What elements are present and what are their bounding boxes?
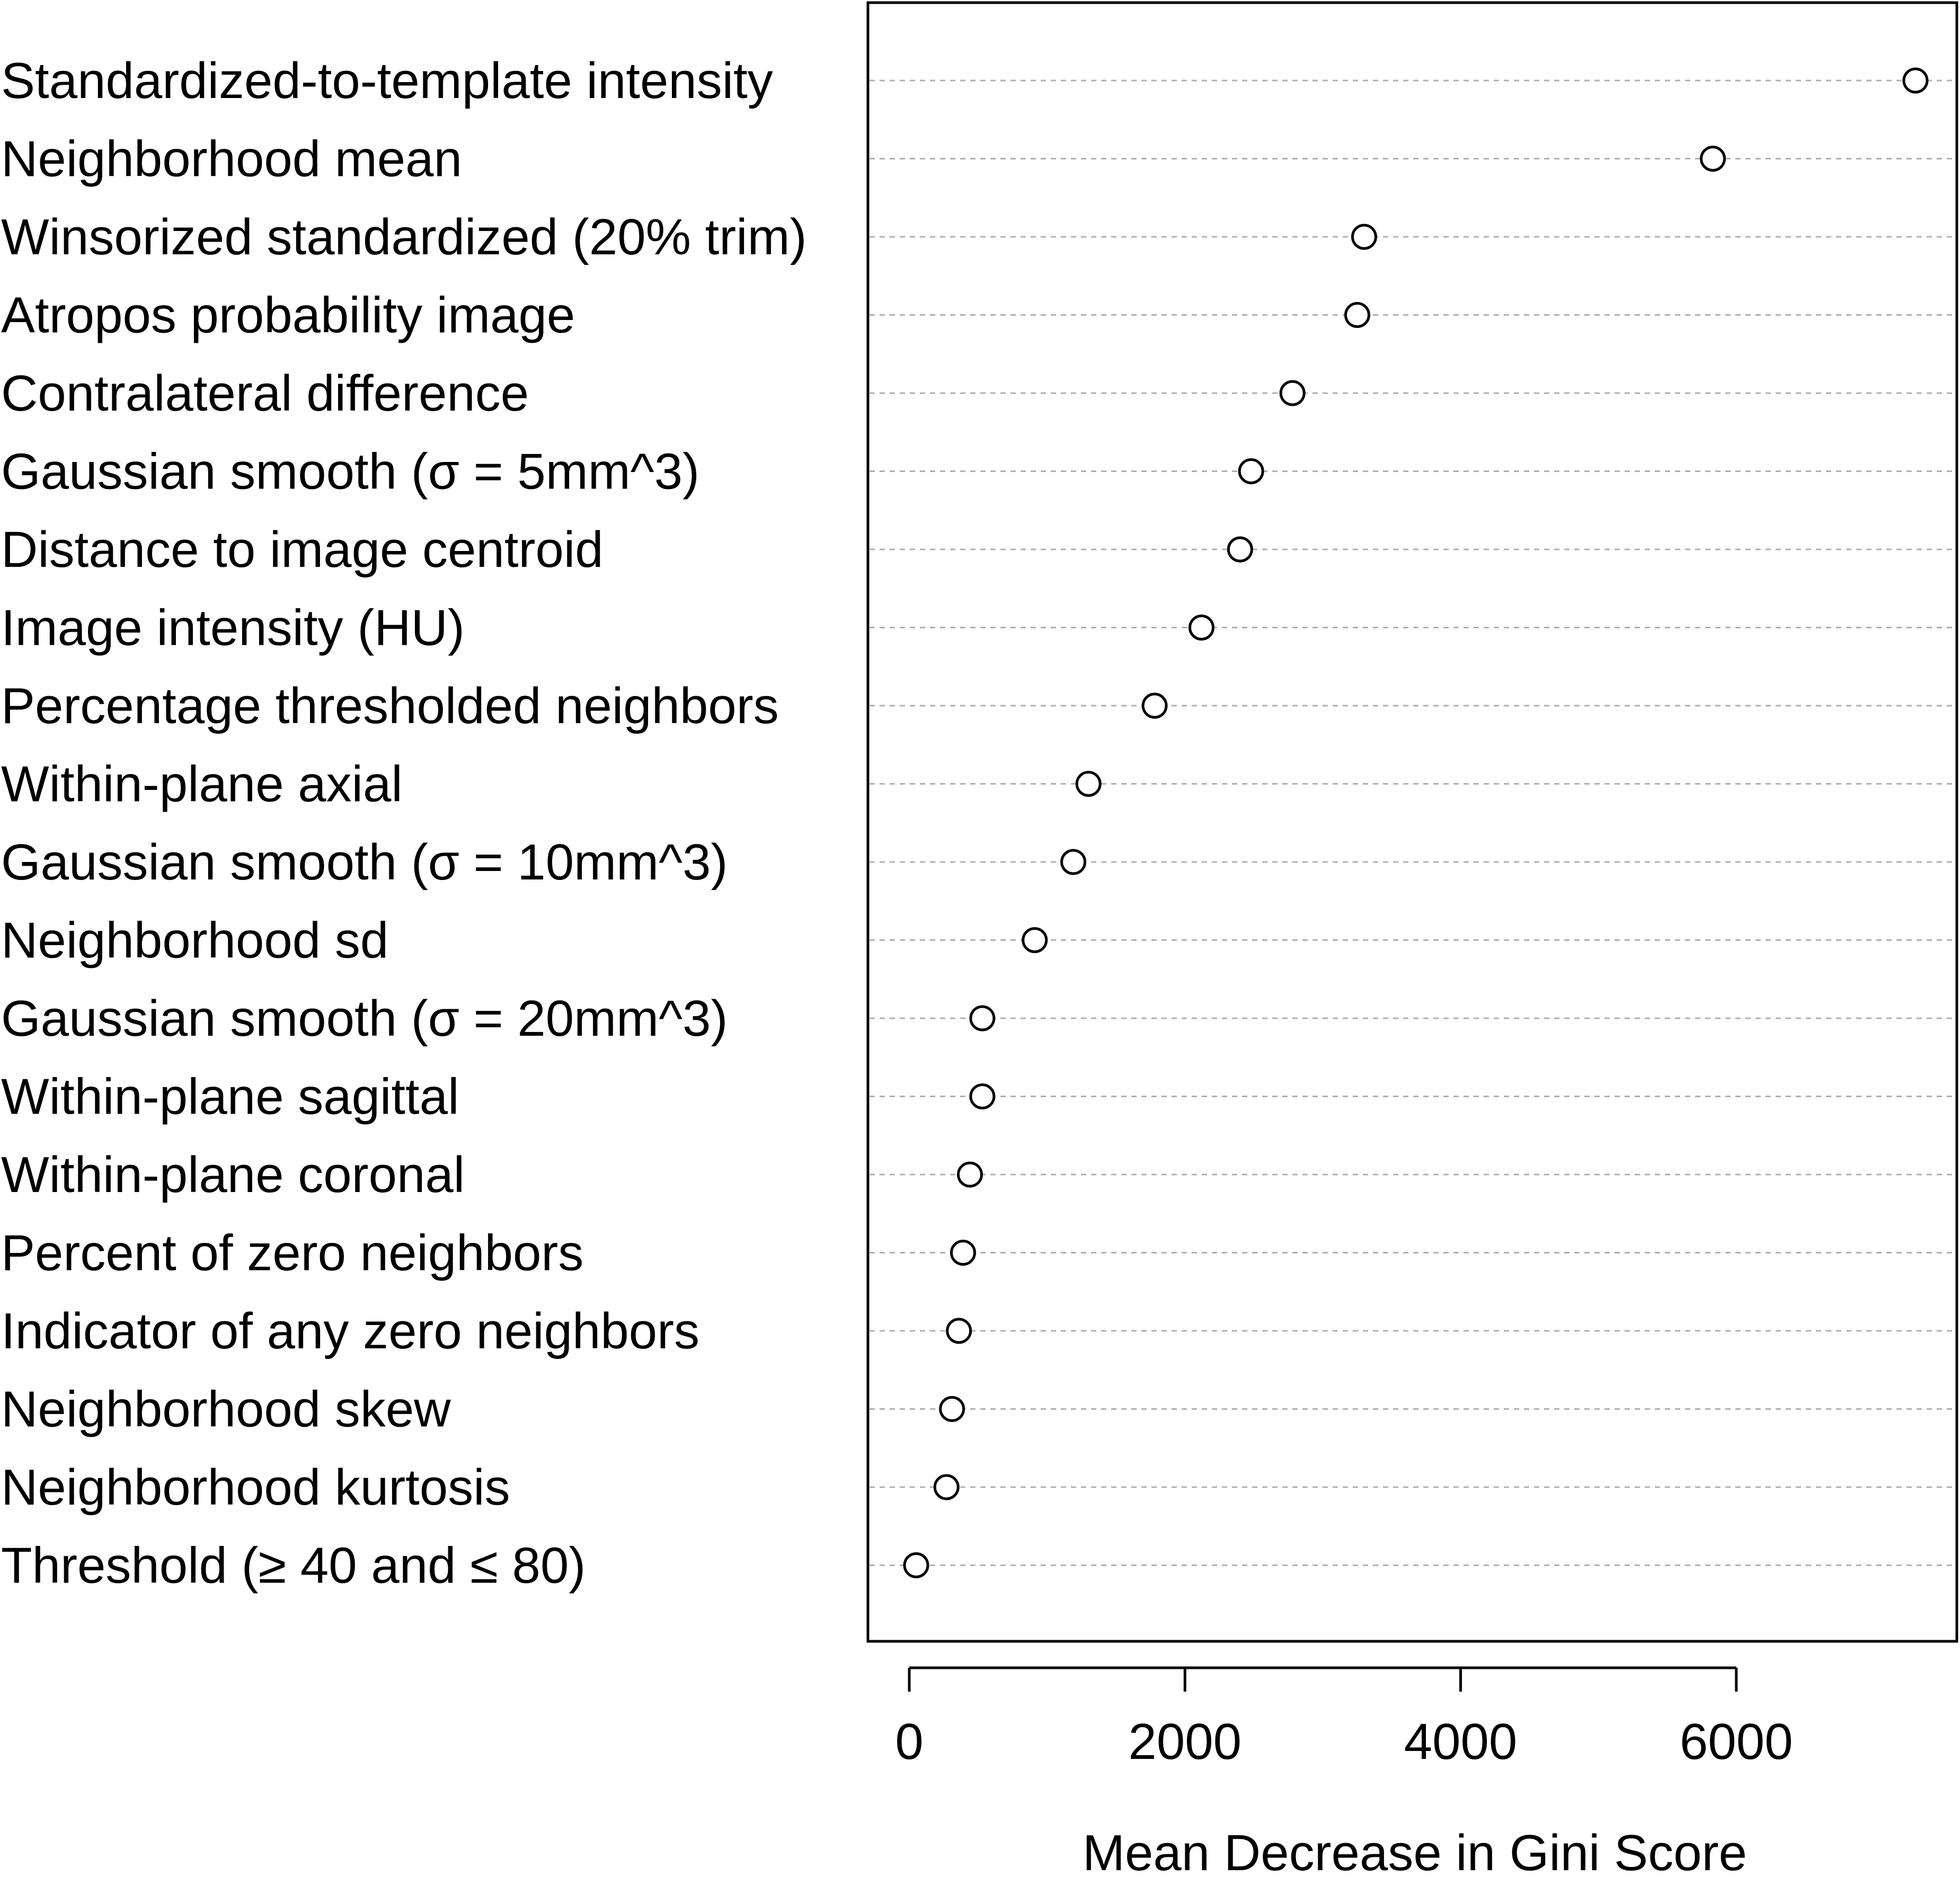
data-point — [950, 1240, 976, 1266]
data-point — [1238, 458, 1264, 484]
category-label: Atropos probability image — [1, 287, 575, 344]
data-point — [1700, 146, 1726, 172]
category-labels: Standardized-to-template intensity Neighb… — [1, 52, 807, 1594]
category-label: Indicator of any zero neighbors — [1, 1303, 699, 1359]
data-point — [1060, 849, 1087, 875]
category-label: Neighborhood sd — [1, 912, 388, 969]
category-label: Contralateral difference — [1, 365, 529, 422]
data-point — [939, 1396, 965, 1422]
data-point — [1189, 615, 1215, 641]
category-label: Within-plane coronal — [1, 1146, 465, 1203]
x-axis-title: Mean Decrease in Gini Score — [1083, 1825, 1747, 1881]
x-tick-label: 0 — [895, 1713, 923, 1770]
category-label: Gaussian smooth (σ = 20mm^3) — [1, 990, 728, 1047]
data-point — [1902, 67, 1929, 94]
data-point — [946, 1318, 972, 1344]
x-tick-label: 2000 — [1129, 1713, 1242, 1770]
category-label: Neighborhood skew — [1, 1381, 451, 1438]
data-point — [1022, 927, 1048, 953]
data-point — [933, 1474, 960, 1500]
data-point — [903, 1552, 929, 1578]
category-label: Gaussian smooth (σ = 5mm^3) — [1, 443, 699, 500]
data-point — [1141, 692, 1168, 719]
data-point — [1075, 771, 1102, 797]
x-axis: 0 2000 4000 6000 — [895, 1666, 1793, 1770]
category-label: Winsorized standardized (20% trim) — [1, 209, 807, 265]
gridlines — [870, 79, 1955, 1566]
data-point — [956, 1161, 983, 1188]
data-point — [1344, 302, 1370, 328]
data-point — [1227, 536, 1253, 563]
category-label: Threshold (≥ 40 and ≤ 80) — [1, 1537, 586, 1594]
data-point — [969, 1083, 996, 1109]
x-tick-label: 6000 — [1680, 1713, 1793, 1770]
data-point — [1279, 380, 1306, 406]
x-tick-label: 4000 — [1404, 1713, 1518, 1770]
data-point — [1351, 224, 1377, 250]
category-label: Neighborhood kurtosis — [1, 1459, 510, 1516]
data-point — [969, 1005, 996, 1032]
category-label: Within-plane axial — [1, 756, 403, 813]
category-label: Percentage thresholded neighbors — [1, 678, 779, 734]
category-label: Neighborhood mean — [1, 131, 462, 188]
data-points — [903, 67, 1929, 1578]
category-label: Percent of zero neighbors — [1, 1225, 583, 1282]
plot-frame — [866, 1, 1958, 1643]
category-label: Distance to image centroid — [1, 521, 604, 578]
category-label: Within-plane sagittal — [1, 1069, 459, 1125]
category-label: Standardized-to-template intensity — [1, 52, 773, 109]
category-label: Gaussian smooth (σ = 10mm^3) — [1, 834, 728, 891]
category-label: Image intensity (HU) — [1, 600, 465, 656]
